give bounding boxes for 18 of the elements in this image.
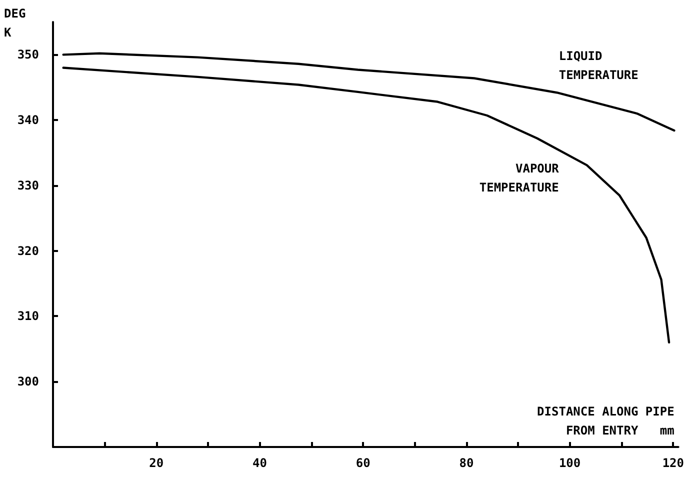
x-tick-label: 60 (356, 456, 370, 470)
x-axis-title: DISTANCE ALONG PIPE FROM ENTRY mm (537, 404, 674, 438)
y-tick-label: 320 (17, 244, 39, 258)
line-series (62, 66, 670, 344)
series-label: LIQUID TEMPERATURE (558, 49, 638, 82)
x-tick-label: 100 (558, 456, 581, 470)
x-tick-label: 80 (459, 456, 474, 470)
x-tick-label: 120 (662, 456, 684, 470)
y-tick-label: 350 (17, 48, 39, 62)
x-tick-label: 20 (149, 456, 164, 470)
y-tick-label: 330 (17, 178, 39, 192)
series-label: VAPOUR TEMPERATURE (479, 162, 560, 195)
x-tick-label: 40 (252, 456, 267, 470)
y-axis-title: DEG K (4, 6, 26, 40)
y-tick-label: 300 (17, 374, 39, 389)
y-tick-label: 340 (17, 113, 39, 128)
line-series (62, 52, 676, 132)
y-tick-label: 310 (17, 309, 39, 324)
